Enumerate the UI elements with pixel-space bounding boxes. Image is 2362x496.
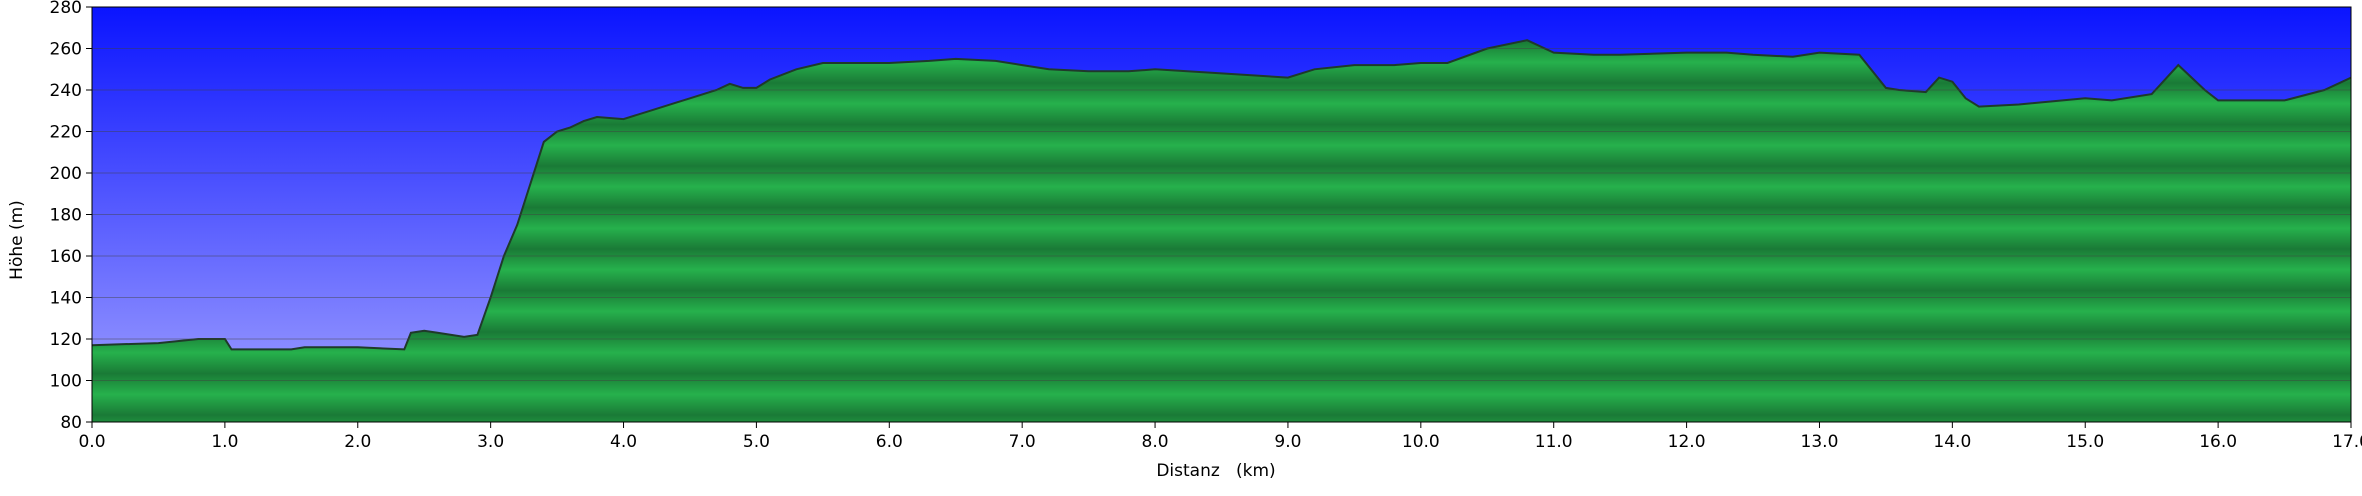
- x-tick-label: 4.0: [610, 432, 637, 452]
- x-tick-label: 7.0: [1009, 432, 1036, 452]
- x-tick-label: 2.0: [344, 432, 371, 452]
- y-tick-label: 80: [60, 413, 82, 433]
- x-tick-label: 14.0: [1933, 432, 1971, 452]
- x-tick-label: 3.0: [477, 432, 504, 452]
- x-tick-label: 1.0: [211, 432, 238, 452]
- x-tick-label: 12.0: [1668, 432, 1706, 452]
- y-tick-label: 100: [50, 372, 82, 392]
- x-tick-label: 17.0: [2332, 432, 2362, 452]
- x-tick-label: 8.0: [1142, 432, 1169, 452]
- y-tick-label: 180: [50, 206, 82, 226]
- x-tick-label: 9.0: [1274, 432, 1301, 452]
- x-tick-label: 13.0: [1801, 432, 1839, 452]
- y-tick-label: 160: [50, 247, 82, 267]
- y-axis-title: Höhe (m): [7, 200, 27, 280]
- y-tick-label: 280: [50, 0, 82, 18]
- y-axis: 80 100 120 140 160 180 200 220 240 260 280: [50, 0, 92, 433]
- x-tick-label: 15.0: [2066, 432, 2104, 452]
- x-tick-label: 11.0: [1535, 432, 1573, 452]
- y-tick-label: 140: [50, 289, 82, 309]
- y-tick-label: 260: [50, 40, 82, 60]
- x-tick-label: 5.0: [743, 432, 770, 452]
- y-tick-label: 240: [50, 81, 82, 101]
- y-tick-label: 220: [50, 123, 82, 143]
- elevation-area-group: [92, 39, 2351, 422]
- gridlines: [92, 48, 2351, 381]
- x-tick-label: 0.0: [78, 432, 105, 452]
- y-tick-label: 120: [50, 330, 82, 350]
- elevation-profile-line: [92, 39, 2351, 351]
- x-axis: 0.0 1.0 2.0 3.0 4.0 5.0 6.0 7.0 8.0 9.0 10.0 11.0 12…: [78, 422, 2362, 452]
- x-tick-label: 6.0: [876, 432, 903, 452]
- x-axis-title: Distanz (km): [1156, 461, 1275, 481]
- x-tick-label: 16.0: [2199, 432, 2237, 452]
- x-tick-label: 10.0: [1402, 432, 1440, 452]
- elevation-area: [92, 40, 2351, 422]
- y-tick-label: 200: [50, 164, 82, 184]
